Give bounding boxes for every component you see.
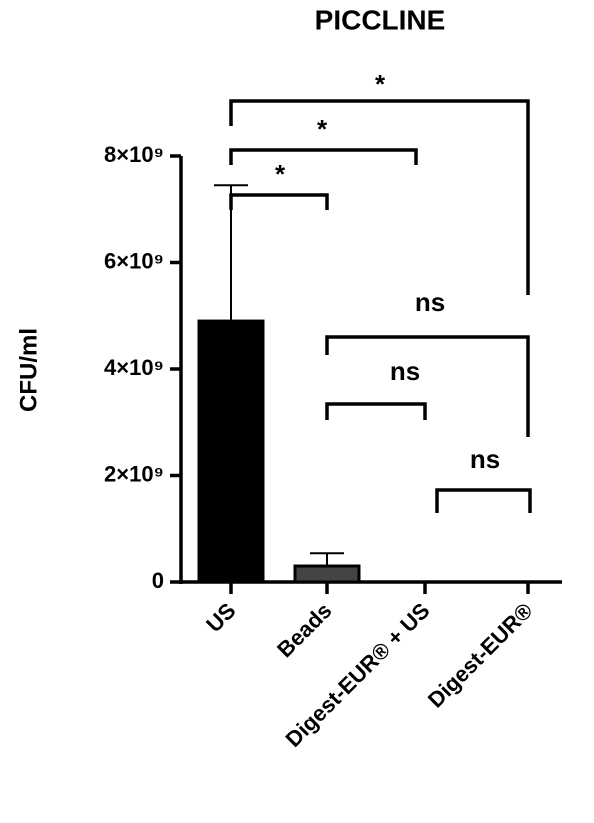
significance-label: *: [375, 69, 386, 99]
y-tick-label: 8×10⁹: [104, 142, 164, 167]
y-axis-label: CFU/ml: [15, 328, 42, 412]
y-tick-label: 4×10⁹: [104, 355, 164, 380]
x-tick-label: US: [201, 598, 240, 637]
significance-bracket: [229, 193, 329, 210]
x-tick-label: Beads: [272, 598, 336, 662]
significance-bracket: [325, 402, 427, 420]
y-tick-label: 0: [152, 568, 164, 593]
significance-label: *: [317, 114, 328, 144]
significance-label: ns: [415, 287, 445, 317]
bar: [293, 564, 361, 584]
significance-label: *: [275, 159, 286, 189]
significance-label: ns: [470, 444, 500, 474]
significance-bracket: [325, 335, 530, 437]
chart-title: PICCLINE: [315, 4, 446, 35]
y-tick-label: 6×10⁹: [104, 248, 164, 273]
significance-bracket: [229, 99, 530, 295]
significance-bracket: [435, 488, 532, 513]
significance-bracket: [229, 148, 418, 165]
x-tick-label: Digest-EUR®: [423, 598, 538, 713]
bar: [197, 319, 265, 584]
significance-label: ns: [390, 356, 420, 386]
y-tick-label: 2×10⁹: [104, 461, 164, 486]
